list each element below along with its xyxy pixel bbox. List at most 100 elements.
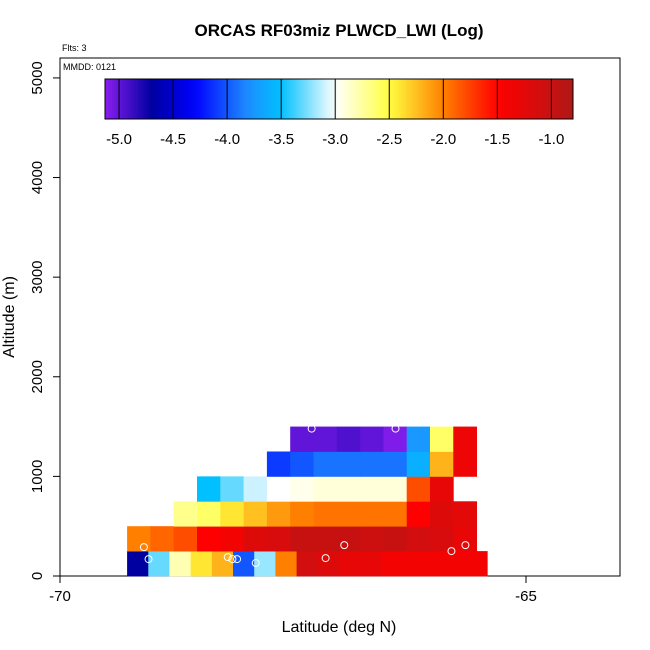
heatmap-cell bbox=[190, 551, 213, 577]
heatmap-cell bbox=[383, 526, 408, 552]
track-point bbox=[139, 543, 148, 552]
heatmap-cell bbox=[453, 526, 477, 552]
heatmap-cell bbox=[197, 526, 221, 552]
track-point bbox=[251, 559, 260, 568]
heatmap-cell bbox=[453, 501, 477, 527]
colorbar-tick-label: -3.5 bbox=[268, 131, 294, 148]
colorbar-tick-label: -1.5 bbox=[484, 131, 510, 148]
heatmap-cell bbox=[296, 551, 319, 577]
track-point bbox=[307, 424, 316, 433]
heatmap-cell bbox=[360, 551, 382, 577]
heatmap-cell bbox=[290, 476, 314, 502]
heatmap-cell bbox=[243, 476, 268, 502]
heatmap-cell bbox=[173, 501, 198, 527]
heatmap-cell bbox=[360, 476, 384, 502]
heatmap-cell bbox=[406, 426, 431, 452]
heatmap-cell bbox=[313, 501, 338, 527]
colorbar-tick-label: -2.5 bbox=[376, 131, 402, 148]
heatmap-cell bbox=[406, 526, 431, 552]
heatmap-cell bbox=[423, 551, 446, 577]
track-point bbox=[233, 555, 242, 564]
y-axis-label: Altitude (m) bbox=[1, 276, 18, 358]
heatmap-cell bbox=[406, 451, 431, 477]
heatmap-cell bbox=[360, 426, 384, 452]
heatmap-cell bbox=[360, 451, 384, 477]
chart-title: ORCAS RF03miz PLWCD_LWI (Log) bbox=[195, 21, 484, 40]
heatmap-cell bbox=[406, 476, 431, 502]
track-point bbox=[498, 424, 507, 433]
heatmap-cell bbox=[220, 526, 244, 552]
heatmap-cell bbox=[313, 526, 338, 552]
track-point bbox=[228, 555, 237, 564]
colorbar-gradient bbox=[104, 78, 574, 120]
heatmap-cell bbox=[383, 501, 408, 527]
heatmap-cell bbox=[317, 551, 340, 577]
track-point bbox=[461, 541, 470, 550]
flight-track-points bbox=[139, 424, 544, 568]
heatmap-cell bbox=[430, 501, 454, 527]
heatmap-cell bbox=[290, 526, 314, 552]
colorbar: -5.0 -4.5 -4.0 -3.5 -3.0 -2.5 -2.0 -1.5 -1.0 bbox=[104, 78, 574, 148]
heatmap-cell bbox=[127, 551, 149, 577]
y-tick-label: 2000 bbox=[29, 360, 46, 393]
heatmap-cell bbox=[220, 501, 244, 527]
y-axis: 0 1000 2000 3000 4000 5000 bbox=[29, 61, 60, 580]
x-axis-label: Latitude (deg N) bbox=[282, 619, 397, 636]
heatmap-cell bbox=[211, 551, 234, 577]
heatmap-cell bbox=[313, 426, 338, 452]
heatmap-cell bbox=[360, 501, 384, 527]
heatmap-cell bbox=[466, 551, 488, 577]
y-tick-label: 5000 bbox=[29, 61, 46, 94]
colorbar-tick-label: -4.5 bbox=[160, 131, 186, 148]
colorbar-tick-label: -5.0 bbox=[106, 131, 132, 148]
heatmap-cell bbox=[197, 476, 221, 502]
heatmap-cell bbox=[243, 501, 268, 527]
heatmap-cell bbox=[275, 551, 297, 577]
track-point bbox=[391, 424, 400, 433]
heatmap-cell bbox=[127, 526, 151, 552]
heatmap-cell bbox=[290, 501, 314, 527]
track-point bbox=[535, 547, 544, 556]
heatmap-cell bbox=[336, 426, 361, 452]
heatmap-cell bbox=[148, 551, 170, 577]
heatmap-cell bbox=[383, 476, 408, 502]
track-point bbox=[340, 541, 349, 550]
heatmap-cell bbox=[430, 526, 454, 552]
heatmap-cells bbox=[127, 426, 488, 577]
heatmap-cell bbox=[266, 526, 291, 552]
x-tick-label: -65 bbox=[515, 588, 537, 605]
heatmap-cell bbox=[453, 426, 477, 452]
heatmap-cell bbox=[430, 476, 454, 502]
heatmap-cell bbox=[266, 501, 291, 527]
heatmap-cell bbox=[406, 501, 431, 527]
heatmap-cell bbox=[453, 451, 477, 477]
heatmap-cell bbox=[381, 551, 403, 577]
heatmap-cell bbox=[383, 426, 408, 452]
heatmap-cell bbox=[313, 476, 338, 502]
y-tick-label: 3000 bbox=[29, 260, 46, 293]
heatmap-cell bbox=[266, 476, 291, 502]
colorbar-tick-label: -4.0 bbox=[214, 131, 240, 148]
heatmap-cell bbox=[402, 551, 425, 577]
heatmap-cell bbox=[290, 451, 314, 477]
heatmap-cell bbox=[444, 551, 467, 577]
heatmap-cell bbox=[290, 426, 314, 452]
heatmap-cell bbox=[220, 476, 244, 502]
heatmap-cell bbox=[336, 501, 361, 527]
heatmap-cell bbox=[430, 426, 454, 452]
heatmap-cell bbox=[360, 526, 384, 552]
heatmap-cell bbox=[313, 451, 338, 477]
heatmap-cell bbox=[383, 451, 408, 477]
heatmap-cell bbox=[336, 451, 361, 477]
heatmap-cell bbox=[338, 551, 361, 577]
heatmap-cell bbox=[233, 551, 255, 577]
heatmap-cell bbox=[254, 551, 276, 577]
track-point bbox=[321, 554, 330, 563]
y-tick-label: 1000 bbox=[29, 460, 46, 493]
x-tick-label: -70 bbox=[49, 588, 71, 605]
date-annotation: MMDD: 0121 bbox=[63, 62, 116, 72]
colorbar-tick-label: -2.0 bbox=[430, 131, 456, 148]
heatmap-cell bbox=[169, 551, 192, 577]
y-tick-label: 4000 bbox=[29, 161, 46, 194]
